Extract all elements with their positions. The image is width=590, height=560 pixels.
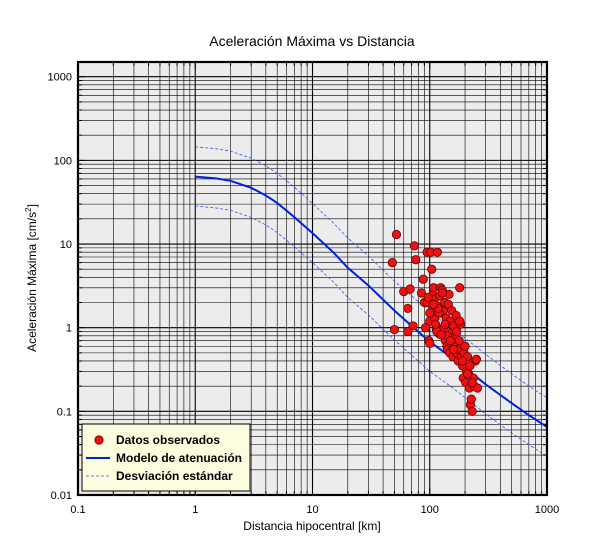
data-point — [432, 247, 442, 257]
data-point — [430, 319, 441, 329]
scatter-points — [387, 229, 483, 416]
legend-label-desviacion: Desviación estándar — [116, 469, 233, 483]
data-point — [429, 299, 439, 309]
y-tick-label: 1000 — [48, 72, 72, 84]
axis-ticks — [77, 62, 547, 496]
y-tick-labels: 0.01 0.1 1 10 100 1000 — [48, 72, 72, 502]
data-point — [403, 326, 413, 337]
std-dev-upper-curve — [195, 146, 548, 399]
data-point — [457, 356, 468, 366]
y-tick-label: 10 — [60, 239, 72, 251]
data-point — [467, 406, 477, 416]
data-point — [420, 323, 431, 333]
data-point — [460, 341, 470, 351]
data-point — [416, 288, 427, 298]
data-point — [436, 330, 446, 340]
legend-marker-datos — [94, 435, 104, 445]
y-axis-label: Aceleración Máxima [cm/s2] — [24, 204, 39, 352]
x-tick-label: 100 — [421, 504, 439, 516]
data-point — [462, 369, 473, 379]
x-tick-label: 1 — [192, 504, 198, 516]
data-point — [387, 257, 397, 268]
data-point — [403, 303, 413, 314]
data-point — [467, 378, 477, 388]
x-tick-label: 10 — [306, 504, 318, 516]
y-axis-label-main: Aceleración Máxima [cm/s — [25, 212, 39, 352]
data-point — [391, 229, 402, 240]
data-point — [425, 308, 435, 318]
data-point — [440, 319, 450, 329]
data-point — [466, 394, 476, 404]
data-point — [449, 344, 459, 355]
y-tick-label: 0.1 — [57, 406, 72, 418]
x-axis-label: Distancia hipocentral [km] — [243, 519, 380, 533]
data-point — [445, 336, 455, 346]
x-tick-labels: 0.1 1 10 100 1000 — [70, 504, 559, 516]
data-point — [455, 316, 465, 326]
data-point — [409, 241, 420, 251]
y-tick-label: 0.01 — [51, 490, 72, 502]
data-point — [452, 326, 462, 337]
data-point — [405, 284, 415, 294]
y-axis-label-superscript: 2 — [24, 207, 33, 212]
data-point — [437, 288, 447, 298]
data-point — [418, 274, 428, 284]
data-point — [411, 255, 421, 265]
data-point — [455, 283, 465, 293]
x-tick-label: 0.1 — [70, 504, 85, 516]
y-tick-label: 1 — [66, 323, 72, 335]
attenuation-model-curve — [195, 175, 548, 428]
data-point — [423, 292, 433, 303]
data-point — [389, 324, 400, 335]
y-tick-label: 100 — [54, 155, 72, 167]
curves-layer — [195, 146, 548, 457]
data-point — [425, 338, 435, 348]
data-point — [465, 361, 475, 371]
x-tick-label: 1000 — [535, 504, 559, 516]
legend-label-modelo: Modelo de atenuación — [116, 451, 242, 465]
legend: Datos observados Modelo de atenuación De… — [81, 423, 251, 492]
data-point — [427, 264, 437, 274]
std-dev-lower-curve — [195, 205, 548, 457]
y-axis-label-end: ] — [25, 204, 39, 207]
data-point — [408, 321, 418, 331]
legend-label-datos: Datos observados — [116, 433, 220, 447]
data-point — [471, 354, 482, 364]
chart-title: Aceleración Máxima vs Distancia — [209, 33, 415, 49]
